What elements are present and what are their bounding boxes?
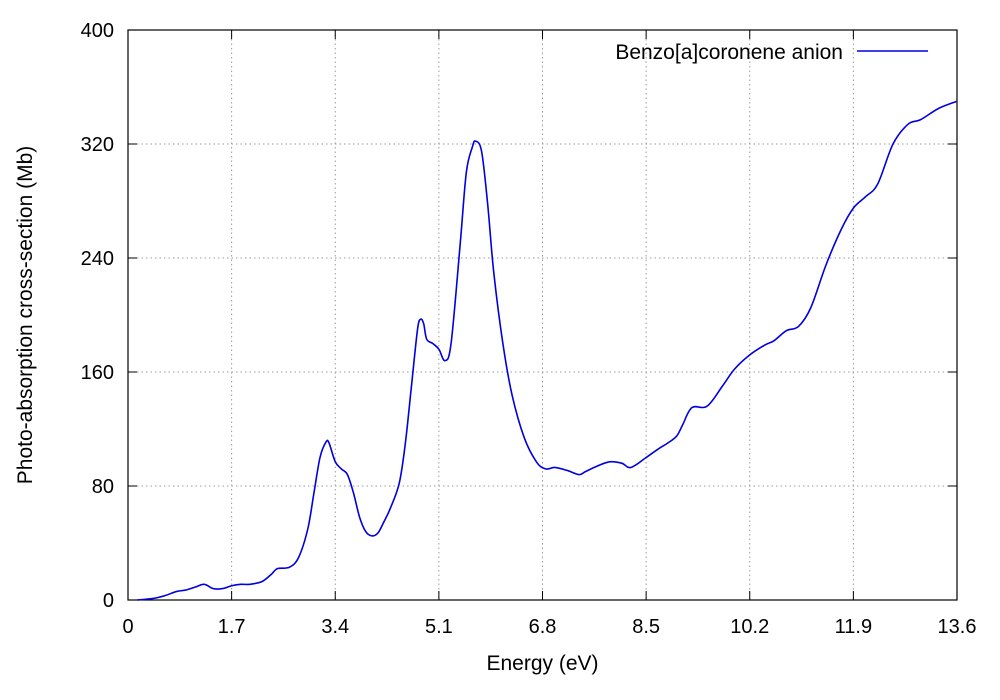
x-tick-label: 5.1 bbox=[425, 616, 453, 638]
axis-ticks bbox=[127, 29, 958, 601]
x-tick-label: 3.4 bbox=[321, 616, 349, 638]
gridlines bbox=[128, 30, 957, 600]
y-tick-label: 0 bbox=[103, 590, 114, 612]
x-tick-label: 1.7 bbox=[218, 616, 246, 638]
y-axis-label: Photo-absorption cross-section (Mb) bbox=[14, 146, 37, 484]
x-tick-label: 6.8 bbox=[529, 616, 557, 638]
x-tick-label: 13.6 bbox=[938, 616, 977, 638]
y-tick-label: 160 bbox=[81, 362, 114, 384]
x-tick-label: 10.2 bbox=[730, 616, 769, 638]
y-tick-labels: 0 80 160 240 320 400 bbox=[81, 20, 114, 612]
series-line bbox=[137, 100, 958, 601]
x-tick-labels: 0 1.7 3.4 5.1 6.8 8.5 10.2 11.9 13.6 bbox=[122, 616, 976, 638]
y-tick-label: 320 bbox=[81, 134, 114, 156]
x-tick-label: 0 bbox=[122, 616, 133, 638]
series-layer bbox=[137, 100, 958, 601]
legend-label: Benzo[a]coronene anion bbox=[615, 41, 843, 64]
y-tick-label: 80 bbox=[92, 476, 114, 498]
x-axis-label: Energy (eV) bbox=[486, 652, 598, 675]
x-tick-label: 8.5 bbox=[632, 616, 660, 638]
legend: Benzo[a]coronene anion bbox=[615, 41, 928, 64]
y-tick-label: 400 bbox=[81, 20, 114, 42]
y-tick-label: 240 bbox=[81, 248, 114, 270]
x-tick-label: 11.9 bbox=[835, 616, 872, 638]
